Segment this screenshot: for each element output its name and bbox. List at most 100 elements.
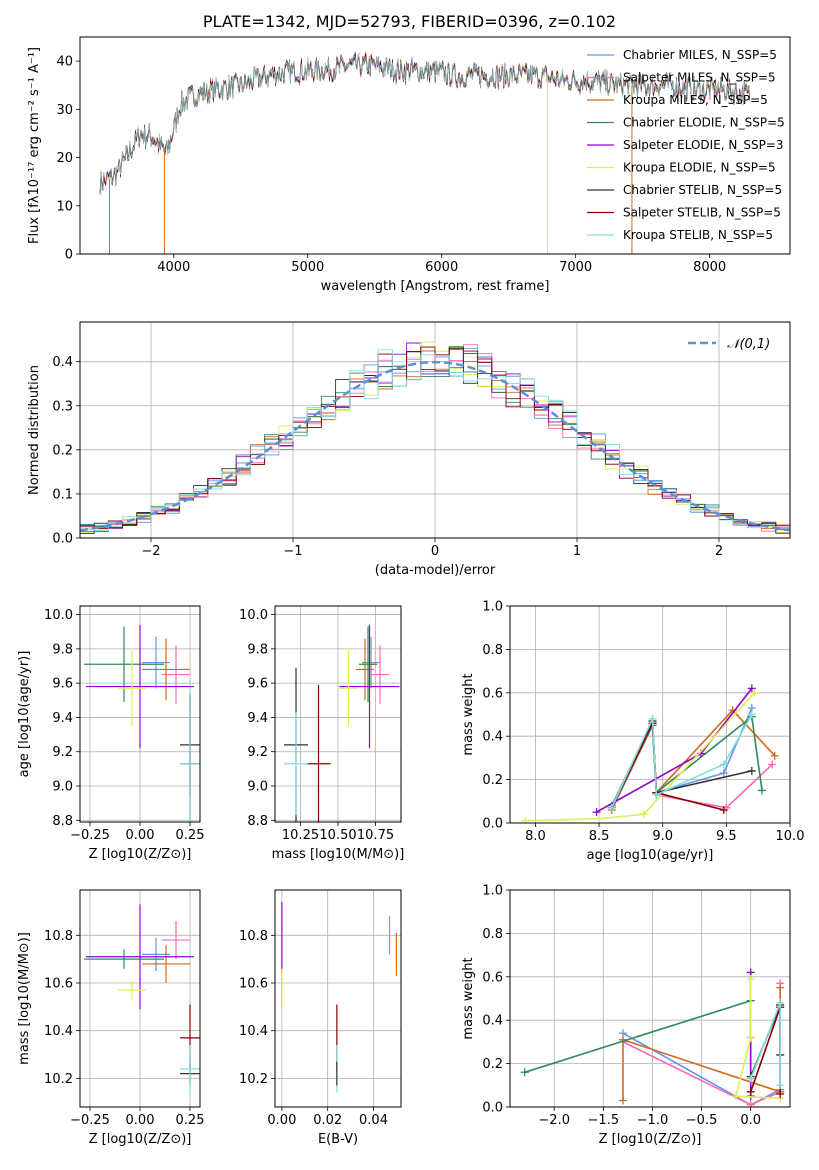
x-tick-label: 5000 (291, 260, 324, 275)
y-tick-label: 0.0 (482, 1101, 503, 1116)
x-axis-label: wavelength [Angstrom, rest frame] (321, 279, 550, 294)
errorbar-point (142, 937, 170, 972)
mass-weight-marker (746, 1074, 755, 1083)
legend-label: Kroupa STELIB, N_SSP=5 (623, 228, 773, 242)
x-tick-label: 9.0 (652, 829, 673, 844)
y-tick-label: 10.4 (44, 1024, 73, 1039)
y-tick-label: 9.0 (247, 780, 268, 795)
y-tick-label: 9.4 (52, 711, 73, 726)
axes-massweight-vs-Z: −2.0 −1.5 −1.0 −0.5 0.0 0.0 0.2 0.4 0.6 0.8 1.0 Z [… (461, 884, 791, 1147)
x-tick-label: −1.5 (588, 1113, 620, 1128)
y-tick-label: 10.6 (239, 977, 268, 992)
mass-weight-marker (607, 803, 616, 812)
errorbar-point (339, 650, 358, 726)
mass-weight-marker (747, 684, 756, 693)
mass-weight-marker (719, 760, 728, 769)
x-tick-label: −0.25 (70, 828, 110, 843)
legend-label: Chabrier STELIB, N_SSP=5 (623, 183, 782, 197)
y-tick-label: 0.1 (52, 487, 73, 502)
y-tick-label: 0.3 (52, 399, 73, 414)
x-tick-label: 10.75 (357, 828, 394, 843)
y-tick-label: 10.6 (44, 977, 73, 992)
errorbar-point (339, 624, 400, 749)
x-axis-label: E(B-V) (318, 1132, 358, 1147)
grid-age-vs-mass (275, 606, 401, 822)
y-tick-label: 0.6 (482, 686, 503, 701)
errorbar-point (306, 684, 331, 822)
y-tick-label: 0.2 (482, 1057, 503, 1072)
legend-label: Kroupa MILES, N_SSP=5 (623, 93, 768, 107)
mass-weight-line (734, 979, 781, 1100)
y-tick-label: 0.4 (482, 730, 503, 745)
mass-weight-marker (746, 1087, 755, 1096)
y-tick-label: 0.0 (482, 817, 503, 832)
y-tick-label: 0.2 (482, 773, 503, 788)
x-tick-label: −0.5 (686, 1113, 718, 1128)
y-axis-label: Flux [fλ10⁻¹⁷ erg cm⁻² s⁻¹ A⁻¹] (27, 47, 42, 244)
mass-weight-marker (639, 810, 648, 819)
errorbar-point (84, 949, 164, 969)
legend-label: Salpeter ELODIE, N_SSP=3 (623, 138, 784, 152)
legend-label: Kroupa ELODIE, N_SSP=5 (623, 161, 776, 175)
normal-distribution-curve (80, 360, 790, 532)
x-axis-label: (data-model)/error (375, 563, 496, 578)
y-axis-label: Normed distribution (27, 365, 42, 495)
y-tick-label: 40 (56, 55, 73, 70)
y-axis-label: mass weight (461, 957, 476, 1039)
histogram-series (80, 349, 790, 532)
axes-frame (509, 889, 791, 1108)
plot-area-mass-vs-Z (84, 904, 200, 1093)
x-tick-label: 0 (431, 544, 439, 559)
y-tick-label: 8.8 (52, 814, 73, 829)
mass-weight-marker (770, 751, 779, 760)
spectrum-legend: Chabrier MILES, N_SSP=5 Salpeter MILES, N… (587, 48, 785, 242)
x-tick-label: 1 (573, 544, 581, 559)
errorbar-point (86, 904, 194, 1010)
plot-area-residuals (80, 341, 790, 535)
axes-frame (274, 889, 402, 1108)
y-tick-label: 10.8 (239, 929, 268, 944)
y-tick-label: 9.2 (52, 745, 73, 760)
x-tick-label: 9.5 (716, 829, 737, 844)
histogram-series (80, 347, 790, 535)
errorbar-point (180, 686, 200, 822)
legend-label: Salpeter MILES, N_SSP=5 (623, 71, 776, 85)
y-tick-label: 9.8 (52, 642, 73, 657)
axes-mass-vs-EBV: 0.00 0.02 0.04 10.2 10.4 10.6 10.8 E(B-V) (239, 889, 402, 1147)
mass-weight-marker (747, 710, 756, 719)
model-spectrum-line (99, 53, 751, 191)
mass-weight-marker (776, 998, 785, 1007)
legend-label: Salpeter STELIB, N_SSP=5 (623, 206, 781, 220)
x-axis-label: Z [log10(Z/Z⊙)] (89, 847, 192, 862)
x-tick-label: 10.0 (776, 829, 805, 844)
x-tick-label: −1.0 (637, 1113, 669, 1128)
errorbar-point (284, 712, 308, 816)
errorbar-point (142, 636, 170, 689)
y-tick-label: 0.2 (52, 443, 73, 458)
mass-weight-marker (648, 714, 657, 723)
errorbar-point (84, 626, 164, 702)
axes-mass-vs-Z: −0.25 0.00 0.25 10.2 10.4 10.6 10.8 Z [log10(Z/… (17, 889, 204, 1147)
errorbar-point (162, 921, 190, 960)
errorbar-point (142, 638, 190, 701)
x-tick-label: −2.0 (538, 1113, 570, 1128)
mass-weight-line (749, 1002, 781, 1086)
y-tick-label: 9.6 (52, 677, 73, 692)
mass-weight-marker (719, 805, 728, 814)
mass-weight-marker (719, 769, 728, 778)
mass-weight-marker (521, 816, 530, 823)
mass-weight-marker (652, 790, 661, 799)
x-tick-label: 10.25 (282, 828, 319, 843)
mass-weight-line (524, 999, 752, 1079)
figure-title: PLATE=1342, MJD=52793, FIBERID=0396, z=0… (202, 12, 617, 31)
x-tick-label: 8.0 (525, 829, 546, 844)
mass-weight-marker (746, 1100, 755, 1107)
plot-area-spectrum (99, 51, 751, 254)
x-tick-label: −0.25 (70, 1113, 110, 1128)
x-tick-label: −2 (141, 544, 160, 559)
x-tick-label: 10.50 (319, 828, 356, 843)
histogram-series (80, 345, 790, 531)
y-tick-label: 10.0 (44, 608, 73, 623)
y-tick-label: 8.8 (247, 814, 268, 829)
x-tick-label: 0.00 (267, 1113, 296, 1128)
